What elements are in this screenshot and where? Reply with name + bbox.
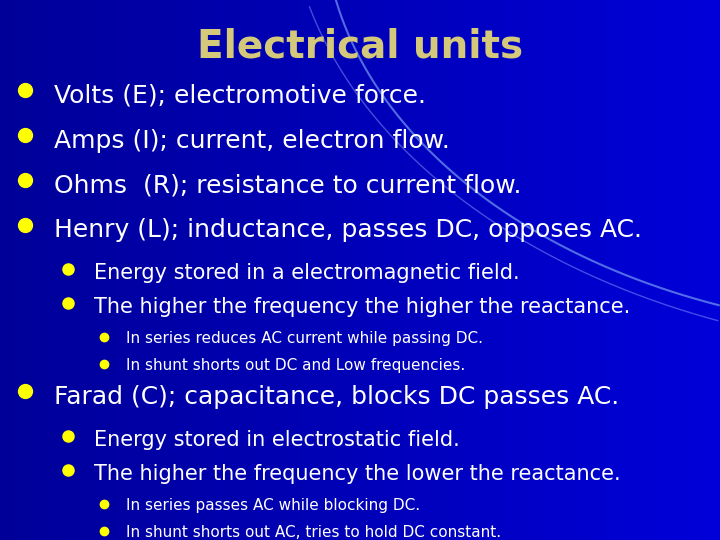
Text: In series passes AC while blocking DC.: In series passes AC while blocking DC. (126, 498, 420, 513)
Text: In shunt shorts out DC and Low frequencies.: In shunt shorts out DC and Low frequenci… (126, 358, 465, 373)
Text: Volts (E); electromotive force.: Volts (E); electromotive force. (54, 84, 426, 107)
Text: Energy stored in electrostatic field.: Energy stored in electrostatic field. (94, 430, 459, 450)
Text: Farad (C); capacitance, blocks DC passes AC.: Farad (C); capacitance, blocks DC passes… (54, 385, 619, 409)
Text: Electrical units: Electrical units (197, 27, 523, 65)
Text: Henry (L); inductance, passes DC, opposes AC.: Henry (L); inductance, passes DC, oppose… (54, 218, 642, 242)
Text: The higher the frequency the lower the reactance.: The higher the frequency the lower the r… (94, 464, 620, 484)
Text: In series reduces AC current while passing DC.: In series reduces AC current while passi… (126, 331, 483, 346)
Text: The higher the frequency the higher the reactance.: The higher the frequency the higher the … (94, 297, 630, 317)
Text: In shunt shorts out AC, tries to hold DC constant.: In shunt shorts out AC, tries to hold DC… (126, 525, 501, 540)
Text: Ohms  (R); resistance to current flow.: Ohms (R); resistance to current flow. (54, 173, 521, 197)
Text: Energy stored in a electromagnetic field.: Energy stored in a electromagnetic field… (94, 263, 519, 283)
Text: Amps (I); current, electron flow.: Amps (I); current, electron flow. (54, 129, 450, 152)
